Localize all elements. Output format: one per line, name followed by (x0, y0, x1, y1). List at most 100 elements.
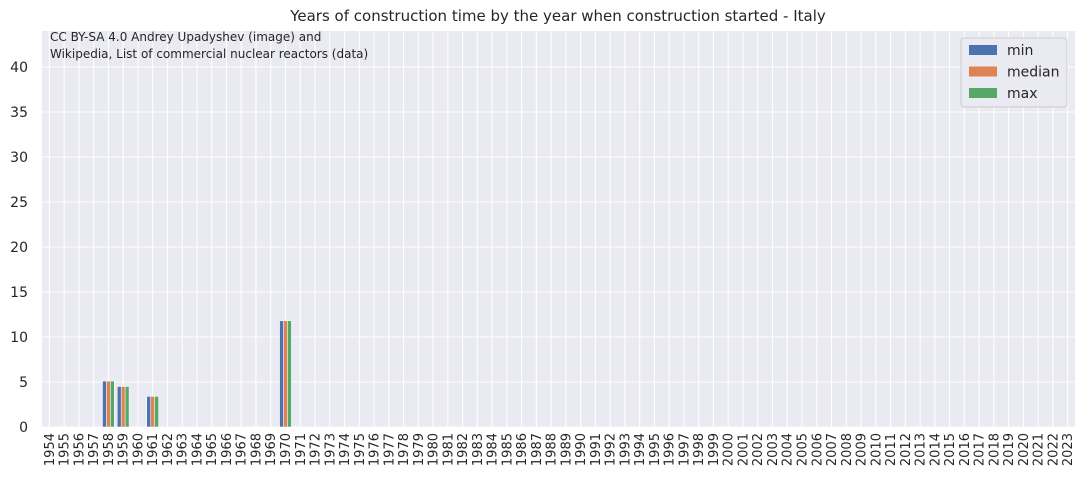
chart-title: Years of construction time by the year w… (289, 7, 826, 25)
y-tick-label: 25 (10, 195, 28, 211)
plot-area (42, 31, 1075, 427)
legend-label-max: max (1007, 86, 1038, 102)
legend: min median max (960, 37, 1068, 108)
y-axis-ticks: 0 5 10 15 20 25 30 35 40 (10, 60, 28, 436)
x-tick-label: 2014 (928, 433, 943, 466)
x-tick-label: 1971 (294, 433, 309, 466)
x-tick-label: 1957 (87, 433, 102, 466)
x-tick-label: 1995 (648, 433, 663, 466)
y-tick-label: 5 (19, 375, 28, 391)
bar-min-1961 (146, 396, 151, 428)
y-tick-label: 0 (19, 420, 28, 436)
legend-label-median: median (1007, 65, 1059, 81)
x-tick-label: 1990 (574, 433, 589, 466)
x-tick-label: 1961 (146, 433, 161, 466)
x-tick-label: 2009 (855, 433, 870, 466)
y-tick-label: 20 (10, 240, 28, 256)
x-tick-label: 1976 (368, 433, 383, 466)
x-tick-label: 1965 (205, 433, 220, 466)
x-tick-label: 1964 (190, 433, 205, 466)
x-tick-label: 1960 (131, 433, 146, 466)
x-tick-label: 2020 (1017, 433, 1032, 466)
bar-min-1959 (117, 386, 122, 428)
x-axis-ticks: 1954 1955 1956 1957 1958 1959 1960 1961 1962 1963… (43, 433, 1076, 466)
x-tick-label: 2019 (1002, 433, 1017, 466)
x-tick-label: 2002 (751, 433, 766, 466)
x-tick-label: 1962 (161, 433, 176, 466)
bar-median-1970 (283, 320, 288, 428)
x-tick-label: 1996 (663, 433, 678, 466)
x-tick-label: 1966 (220, 433, 235, 466)
x-tick-label: 2001 (736, 433, 751, 466)
x-tick-label: 2017 (973, 433, 988, 466)
x-tick-label: 1986 (515, 433, 530, 466)
y-tick-label: 35 (10, 105, 28, 121)
x-tick-label: 1998 (692, 433, 707, 466)
bar-min-1958 (102, 380, 107, 428)
bar-min-1970 (279, 320, 284, 428)
x-tick-label: 1972 (309, 433, 324, 466)
bar-median-1961 (150, 396, 155, 428)
x-tick-label: 1988 (545, 433, 560, 466)
x-tick-label: 1979 (412, 433, 427, 466)
x-tick-label: 2023 (1061, 433, 1076, 466)
x-tick-label: 1993 (618, 433, 633, 466)
bar-median-1959 (120, 386, 126, 428)
x-tick-label: 2006 (810, 433, 825, 466)
x-tick-label: 1958 (102, 433, 117, 466)
x-tick-label: 2008 (840, 433, 855, 466)
x-tick-label: 2003 (766, 433, 781, 466)
x-tick-label: 1989 (559, 433, 574, 466)
x-tick-label: 2021 (1032, 433, 1047, 466)
x-tick-label: 2000 (722, 433, 737, 466)
credit-line-2: Wikipedia, List of commercial nuclear re… (50, 47, 368, 61)
x-tick-label: 1982 (456, 433, 471, 466)
x-tick-label: 1968 (249, 433, 264, 466)
x-tick-label: 1978 (397, 433, 412, 466)
x-tick-label: 1985 (500, 433, 515, 466)
legend-swatch-min (969, 45, 997, 55)
x-tick-label: 1974 (338, 433, 353, 466)
x-tick-label: 1987 (530, 433, 545, 466)
bars (102, 320, 292, 428)
x-tick-label: 2022 (1046, 433, 1061, 466)
x-tick-label: 1969 (264, 433, 279, 466)
bar-median-1958 (106, 380, 111, 428)
x-tick-label: 1997 (677, 433, 692, 466)
x-tick-label: 1954 (43, 433, 58, 466)
x-tick-label: 1956 (72, 433, 87, 466)
x-tick-label: 2010 (869, 433, 884, 466)
x-tick-label: 2015 (943, 433, 958, 466)
x-tick-label: 2013 (914, 433, 929, 466)
y-tick-label: 15 (10, 285, 28, 301)
x-tick-label: 1975 (353, 433, 368, 466)
x-tick-label: 1983 (471, 433, 486, 466)
x-tick-label: 1977 (382, 433, 397, 466)
x-tick-label: 1992 (604, 433, 619, 466)
bar-max-1961 (154, 396, 159, 428)
x-tick-label: 2016 (958, 433, 973, 466)
y-tick-label: 30 (10, 150, 28, 166)
x-tick-label: 2007 (825, 433, 840, 466)
credit-line-1: CC BY-SA 4.0 Andrey Upadyshev (image) an… (50, 30, 321, 44)
bar-max-1958 (110, 380, 115, 428)
x-tick-label: 2018 (987, 433, 1002, 466)
x-tick-label: 2004 (781, 433, 796, 466)
x-tick-label: 1973 (323, 433, 338, 466)
x-tick-label: 1955 (58, 433, 73, 466)
x-tick-label: 1963 (176, 433, 191, 466)
legend-label-min: min (1007, 43, 1033, 59)
x-tick-label: 1984 (486, 433, 501, 466)
x-tick-label: 2005 (795, 433, 810, 466)
y-tick-label: 10 (10, 330, 28, 346)
x-tick-label: 1994 (633, 433, 648, 466)
bar-max-1970 (287, 320, 292, 428)
x-tick-label: 1991 (589, 433, 604, 466)
x-tick-label: 1999 (707, 433, 722, 466)
legend-swatch-median (969, 66, 997, 77)
bar-max-1959 (124, 386, 130, 428)
x-tick-label: 1959 (117, 433, 132, 466)
x-tick-label: 1967 (235, 433, 250, 466)
legend-swatch-max (969, 88, 997, 98)
